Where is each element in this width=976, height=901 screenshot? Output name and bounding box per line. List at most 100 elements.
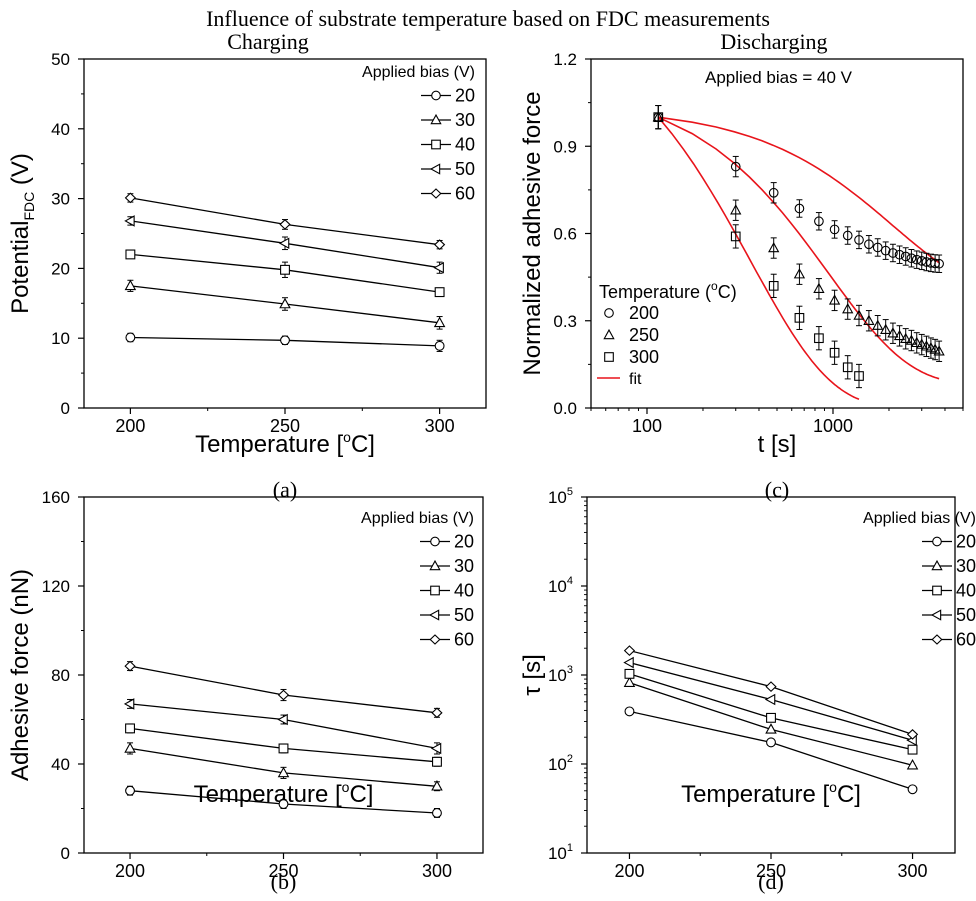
legend-marker-40: [430, 585, 440, 596]
data-point-40: [624, 668, 635, 679]
legend-title-main: Temperature (: [599, 282, 711, 302]
chart-panel-b: 200 250 300 0 40 80 120 160 Temperature [oC] Adhe…: [7, 488, 484, 894]
data-point-20: [624, 706, 635, 717]
data-point-50: [623, 656, 634, 669]
x-tick-label: 200: [115, 416, 145, 436]
annotation: Applied bias = 40 V: [705, 68, 853, 87]
legend-title: Applied bias (V): [362, 64, 475, 81]
y-tick-label: 0: [61, 844, 70, 863]
y-axis-label-main: Potential: [7, 221, 34, 314]
column-title-charging: Charging: [227, 29, 308, 54]
data-point-20: [125, 332, 136, 343]
data-point-20: [125, 785, 135, 796]
legend-marker-200: [604, 308, 614, 318]
data-point-60: [765, 681, 777, 693]
y-tick-base: 10: [548, 488, 567, 507]
data-point-200: [730, 161, 741, 172]
legend-entry-fit: fit: [629, 371, 642, 388]
data-point-300: [814, 333, 824, 344]
data-point-60: [433, 239, 446, 251]
data-point-30: [124, 279, 137, 291]
fit-line-250: [657, 116, 940, 380]
data-point-50: [433, 261, 444, 274]
data-point-40: [907, 744, 918, 755]
y-tick-exp: 4: [567, 575, 573, 587]
data-point-200: [864, 239, 874, 250]
data-point-60: [431, 707, 443, 719]
data-point-250: [905, 334, 918, 345]
panel-label: (c): [765, 477, 789, 502]
legend-entry: 20: [956, 532, 976, 552]
legend-entry: 60: [956, 630, 976, 650]
y-tick-label: 104: [548, 575, 573, 596]
legend-marker-20: [430, 536, 440, 547]
y-tick-base: 10: [548, 666, 567, 685]
legend-title: Applied bias (V): [863, 510, 976, 527]
data-point-200: [854, 235, 864, 245]
plot-frame: [83, 58, 487, 409]
legend-marker-60: [429, 634, 441, 645]
data-point-40: [766, 712, 776, 723]
data-point-250: [887, 327, 899, 338]
data-point-300: [730, 231, 741, 242]
legend-entry: 20: [454, 532, 474, 552]
data-point-40: [434, 287, 445, 298]
data-point-250: [842, 303, 854, 314]
data-point-50: [764, 693, 776, 706]
column-title-discharging: Discharging: [720, 29, 827, 54]
data-point-30: [765, 723, 777, 734]
data-point-20: [278, 799, 289, 809]
data-point-250: [916, 338, 928, 349]
y-axis-label-sub: FDC: [21, 192, 37, 221]
data-point-200: [768, 187, 779, 198]
y-tick-label: 101: [548, 842, 573, 863]
legend-marker-40: [431, 139, 441, 150]
legend-entry: 30: [454, 556, 474, 576]
y-tick-label: 40: [51, 755, 70, 774]
data-point-20: [434, 340, 445, 351]
y-tick-label: 1.2: [553, 50, 577, 69]
y-tick-label: 0: [61, 399, 70, 418]
data-point-250: [853, 309, 865, 320]
legend-entry: 60: [455, 184, 475, 204]
x-axis-label-tail: C]: [837, 781, 861, 808]
legend-title: Applied bias (V): [361, 510, 474, 527]
data-point-40: [125, 249, 136, 260]
data-point-50: [123, 698, 135, 710]
y-tick-label: 160: [42, 488, 70, 507]
data-point-250: [920, 340, 933, 351]
y-axis-label: Adhesive force (nN): [7, 569, 34, 781]
x-axis-label-main: Temperature [: [195, 431, 343, 458]
x-tick-label: 300: [898, 861, 928, 881]
legend-marker-20: [431, 90, 441, 101]
data-point-60: [124, 660, 136, 672]
legend-title: Temperature (oC): [599, 279, 737, 302]
data-point-20: [280, 335, 290, 346]
legend-entry: 50: [455, 159, 475, 179]
x-axis-label-tail: C]: [351, 431, 375, 458]
x-axis-label-sup: o: [343, 429, 351, 445]
y-tick-label: 30: [51, 190, 70, 209]
data-point-300: [768, 280, 779, 291]
data-point-200: [900, 251, 911, 262]
x-axis-label-main: Temperature [: [681, 781, 829, 808]
x-tick-label: 100: [632, 416, 662, 436]
data-point-200: [911, 254, 922, 265]
data-point-20: [766, 737, 776, 748]
x-tick-label: 250: [756, 861, 786, 881]
data-point-30: [431, 780, 443, 791]
data-point-30: [433, 316, 446, 328]
data-point-40: [432, 756, 442, 767]
data-point-200: [872, 242, 883, 253]
data-point-60: [124, 192, 137, 204]
legend-marker-300: [604, 352, 614, 362]
data-point-30: [906, 758, 919, 770]
data-point-60: [277, 689, 290, 701]
legend-entry: 40: [454, 581, 474, 601]
y-tick-exp: 1: [567, 842, 573, 854]
data-point-250: [863, 314, 875, 325]
y-axis-label-tail: (V): [7, 153, 34, 192]
legend-entry: 20: [455, 86, 475, 106]
y-tick-label: 20: [51, 259, 70, 278]
